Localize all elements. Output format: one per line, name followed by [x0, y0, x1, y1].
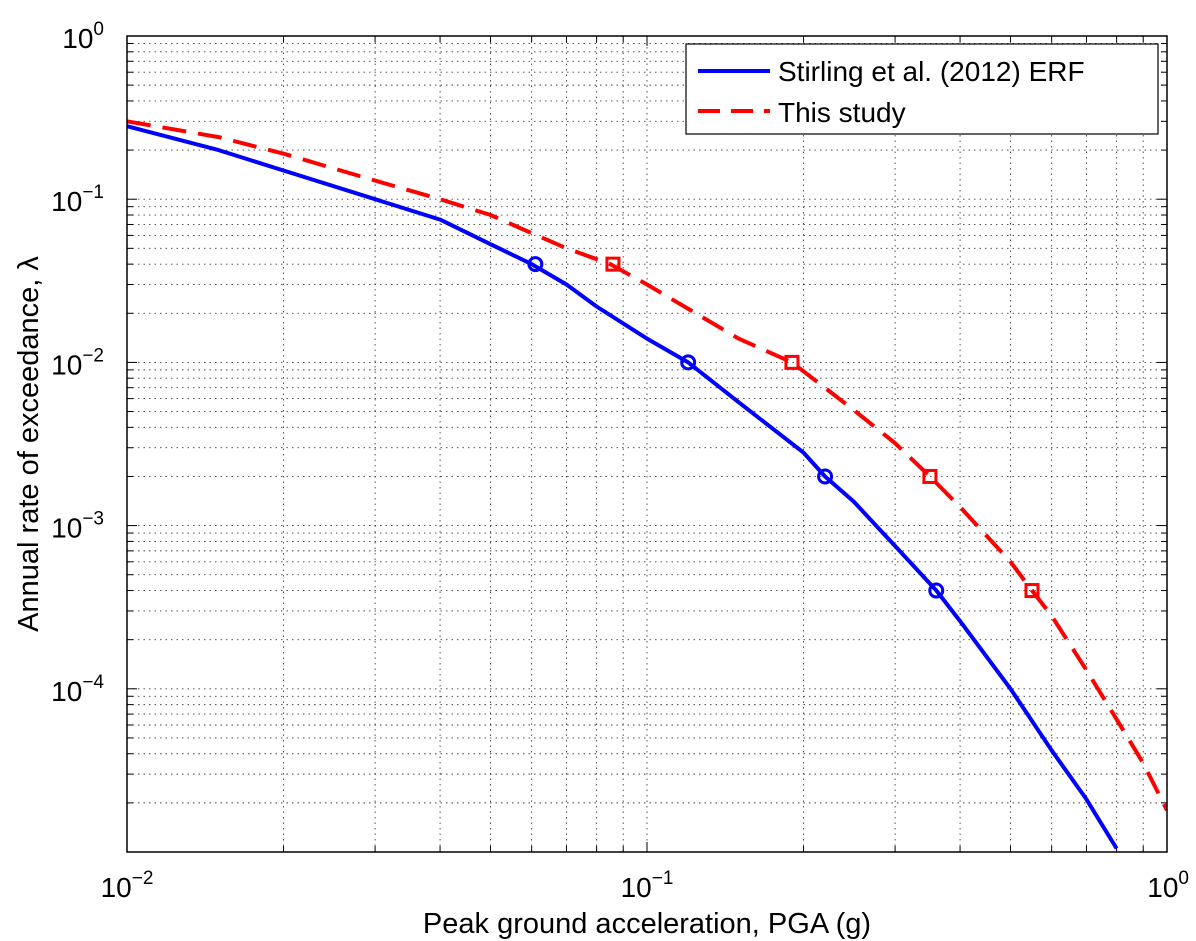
legend: Stirling et al. (2012) ERF This study [685, 43, 1159, 135]
grid [127, 36, 1167, 852]
marker-square [922, 468, 938, 484]
marker-circle [527, 256, 544, 273]
plot-frame [126, 35, 1168, 853]
x-tick-label: 10−2 [101, 868, 154, 903]
x-tick-label: 10−1 [621, 868, 674, 903]
legend-label-stirling: Stirling et al. (2012) ERF [778, 56, 1085, 87]
series-line-this-study [127, 119, 1167, 812]
y-tick-label: 10−3 [51, 509, 104, 544]
marker-circle [817, 468, 834, 485]
y-axis-label: Annual rate of exceedance, λ [13, 256, 45, 632]
series-layer [127, 119, 1167, 850]
y-tick-label: 100 [62, 19, 104, 54]
y-tick-label: 10−4 [51, 672, 104, 707]
marker-circle [680, 354, 697, 371]
marker-layer [527, 256, 1040, 599]
legend-box [685, 43, 1159, 135]
series-line-stirling [127, 124, 1119, 850]
marker-square [605, 256, 621, 272]
marker-circle [928, 582, 945, 599]
y-tick-label: 10−2 [51, 345, 104, 380]
legend-label-this-study: This study [778, 97, 906, 128]
x-tick-label: 100 [1147, 868, 1189, 903]
marker-square [1024, 583, 1040, 599]
axis-ticks [127, 36, 1167, 852]
marker-square [784, 354, 800, 370]
x-axis-label: Peak ground acceleration, PGA (g) [423, 908, 871, 940]
y-tick-label: 10−1 [51, 182, 104, 217]
tick-labels: 10−2 10−1 100 100 10−1 10−2 10−3 10−4 [51, 19, 1189, 903]
